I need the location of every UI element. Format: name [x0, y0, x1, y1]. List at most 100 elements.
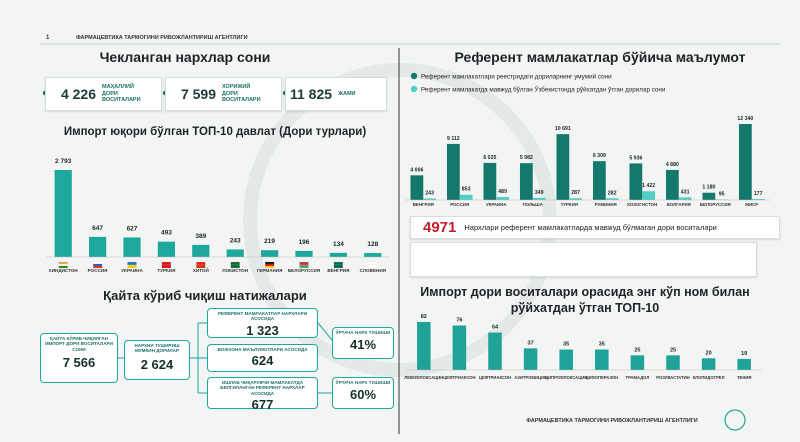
x-tick-label: ТРАМАДОЛ	[626, 375, 650, 380]
chart-title: Импорт дори воситалари орасида энг кўп н…	[420, 285, 750, 315]
value-label: 9 112	[447, 136, 460, 142]
page-number: 1	[46, 35, 50, 41]
bar	[737, 358, 751, 370]
bar	[738, 124, 752, 200]
x-tick-label: ЦЕФТРИАКСОН	[479, 375, 511, 380]
stat-value: 4 226	[60, 86, 97, 102]
flow-label: ИШЛАБ ЧИҚАРУВЧИ МАМЛАКАТДА БЕЛГИЛАНГАН Р…	[220, 380, 305, 396]
value-label: 25	[670, 347, 676, 353]
flow-box: ЎРТАЧА НАРХ ТУШИШИ 41%	[332, 327, 394, 359]
stat-label: ЖАМИ	[338, 90, 356, 97]
flag	[196, 264, 206, 269]
footer-org: ФАРМАЦЕВТИКА ТАРМОГИНИ РИВОЖЛАНТИРИШ АГЕ…	[526, 418, 698, 424]
flag	[127, 264, 137, 269]
x-tick-label: ЦЕФОПЕРАЗОН	[585, 375, 618, 380]
x-tick-label: РУМИНИЯ	[595, 202, 617, 207]
flow-label: ЎРТАЧА НАРХ ТУШИШИ	[335, 380, 391, 385]
x-tick-label: РОЗУВАСТАТИН	[656, 375, 689, 380]
legend-label: Референт мамлакатлари реестридаги дорила…	[421, 72, 612, 80]
x-tick-label: БЕЛОРУССИЯ	[288, 268, 320, 273]
flag	[333, 261, 343, 266]
flag	[92, 263, 103, 267]
value-label: 627	[127, 225, 138, 232]
bar	[556, 134, 570, 200]
value-label: 25	[634, 347, 640, 353]
flag	[265, 261, 275, 265]
flag	[58, 261, 68, 265]
bar	[532, 197, 546, 200]
flow-value: 1 323	[246, 322, 279, 338]
value-label: 493	[161, 230, 172, 237]
flow-value: 677	[251, 396, 274, 412]
stat-value: 7 599	[180, 86, 217, 102]
value-label: 10 691	[555, 126, 571, 132]
flow-box: БОЖХОНА МАЪЛУМОТЛАРИ АСОСИДА 624	[207, 344, 318, 372]
x-tick-label: ГЕРМАНИЯ	[257, 268, 283, 273]
bar	[459, 194, 473, 200]
bar	[226, 249, 244, 257]
x-tick-label: ТЕНИЯ	[737, 375, 751, 380]
bar	[715, 199, 729, 200]
flow-value: 624	[251, 353, 274, 369]
bar	[488, 332, 502, 370]
bar	[678, 197, 692, 200]
bar	[595, 349, 609, 370]
x-tick-label: ВЕНГРИЯ	[327, 268, 349, 273]
flag	[230, 264, 240, 269]
bar	[665, 169, 679, 200]
bar	[452, 325, 467, 370]
flag	[299, 264, 309, 269]
value-label: 64	[492, 325, 499, 331]
flow-label: ҚАЙТА КЎРИБ ЧИҚИЛГАН ИМПОРТ ДОРИ ВОСИТАЛ…	[45, 336, 113, 352]
value-label: 287	[571, 190, 580, 196]
bar	[295, 250, 313, 257]
value-label: 431	[681, 189, 690, 195]
bar	[592, 161, 606, 200]
x-tick-label: ЦЕФТРИАКСОН	[443, 375, 475, 380]
flag	[58, 265, 68, 269]
value-label: 6 309	[593, 153, 606, 159]
flow-box: ИШЛАБ ЧИҚАРУВЧИ МАМЛАКАТДА БЕЛГИЛАНГАН Р…	[207, 377, 318, 412]
flag	[333, 264, 343, 269]
bar	[261, 250, 279, 257]
bar	[666, 355, 680, 370]
x-tick-label: УКРАИНА	[121, 268, 143, 273]
bar	[496, 196, 510, 200]
flow-label: РЕФЕРЕНТ МАМЛАКАТЛАР НАРХЛАРИ АСОСИДА	[217, 311, 308, 322]
bar	[559, 349, 573, 370]
bar	[192, 244, 210, 257]
value-label: 647	[92, 225, 103, 232]
value-label: 2 793	[55, 158, 72, 165]
value-label: 219	[264, 238, 275, 245]
stats-title: Чекланган нархлар сони	[99, 49, 271, 65]
value-label: 489	[498, 189, 507, 195]
value-label: 35	[599, 342, 605, 348]
x-tick-label: ТУРКИЯ	[561, 202, 578, 207]
value-label: 243	[230, 237, 241, 244]
chart-title: Референт мамлакатлар бўйича маълумот	[454, 49, 746, 65]
value-label: 1 422	[642, 183, 655, 189]
footer-logo	[724, 409, 746, 431]
value-label: 389	[195, 233, 206, 240]
x-tick-label: ВЕНГРИЯ	[413, 202, 434, 207]
bar	[483, 162, 497, 200]
bar	[417, 322, 431, 370]
value-label: 6 025	[483, 155, 496, 161]
flag	[368, 264, 378, 269]
value-label: 134	[333, 241, 344, 248]
referent-note: 4971 Нархлари референт мамлакатларда мав…	[410, 216, 780, 239]
stat-label: МАҲАЛЛИЙ ДОРИ ВОСИТАЛАРИ	[102, 84, 141, 104]
flow-title: Қайта кўриб чиқиш натижалари	[103, 288, 307, 303]
x-tick-label: КОЗОГИСТОН	[627, 202, 657, 207]
bar	[423, 198, 437, 200]
bar	[702, 192, 716, 200]
flow-value: 60%	[349, 387, 377, 403]
flow-box: РЕФЕРЕНТ МАМЛАКАТЛАР НАРХЛАРИ АСОСИДА 1 3…	[207, 308, 318, 338]
value-label: 12 340	[737, 116, 753, 122]
bar	[54, 170, 72, 257]
flow-box: ҚАЙТА КЎРИБ ЧИҚИЛГАН ИМПОРТ ДОРИ ВОСИТАЛ…	[40, 333, 118, 383]
x-tick-label: УКРАИНА	[486, 202, 507, 207]
flow-value: 7 566	[62, 354, 96, 370]
stat-value: 11 825	[289, 86, 333, 102]
